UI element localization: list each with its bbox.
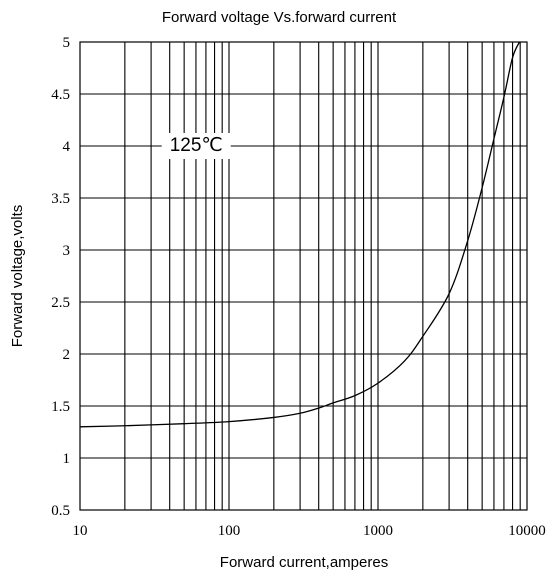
horizontal-gridlines [80,93,527,459]
x-tick-label: 10000 [508,523,546,539]
y-tick-label: 1.5 [51,399,70,415]
x-tick-label: 1000 [363,523,393,539]
y-tick-label: 1 [63,451,71,467]
plot-frame [79,41,528,511]
y-tick-label: 2 [63,347,71,363]
vertical-gridlines [124,42,521,510]
y-tick-label: 2.5 [51,295,70,311]
y-tick-label: 3.5 [51,191,70,207]
y-tick-label: 5 [63,35,71,51]
x-tick-labels: 10 100 1000 10000 [73,523,546,539]
y-tick-label: 4 [63,139,71,155]
annotation: 125℃ [161,133,231,159]
series-line [79,41,521,428]
x-tick-label: 10 [73,523,88,539]
annotation-background [161,133,231,159]
annotation-text: 125℃ [170,135,223,156]
x-axis-label: Forward current,amperes [220,554,388,571]
x-tick-label: 100 [218,523,241,539]
y-axis-label: Forward voltage,volts [9,205,26,348]
y-tick-label: 4.5 [51,87,70,103]
y-tick-labels: 0.5 1 1.5 2 2.5 3 3.5 4 4.5 5 [51,35,70,519]
y-tick-label: 0.5 [51,503,70,519]
y-tick-label: 3 [63,243,71,259]
chart-title: Forward voltage Vs.forward current [162,9,397,26]
